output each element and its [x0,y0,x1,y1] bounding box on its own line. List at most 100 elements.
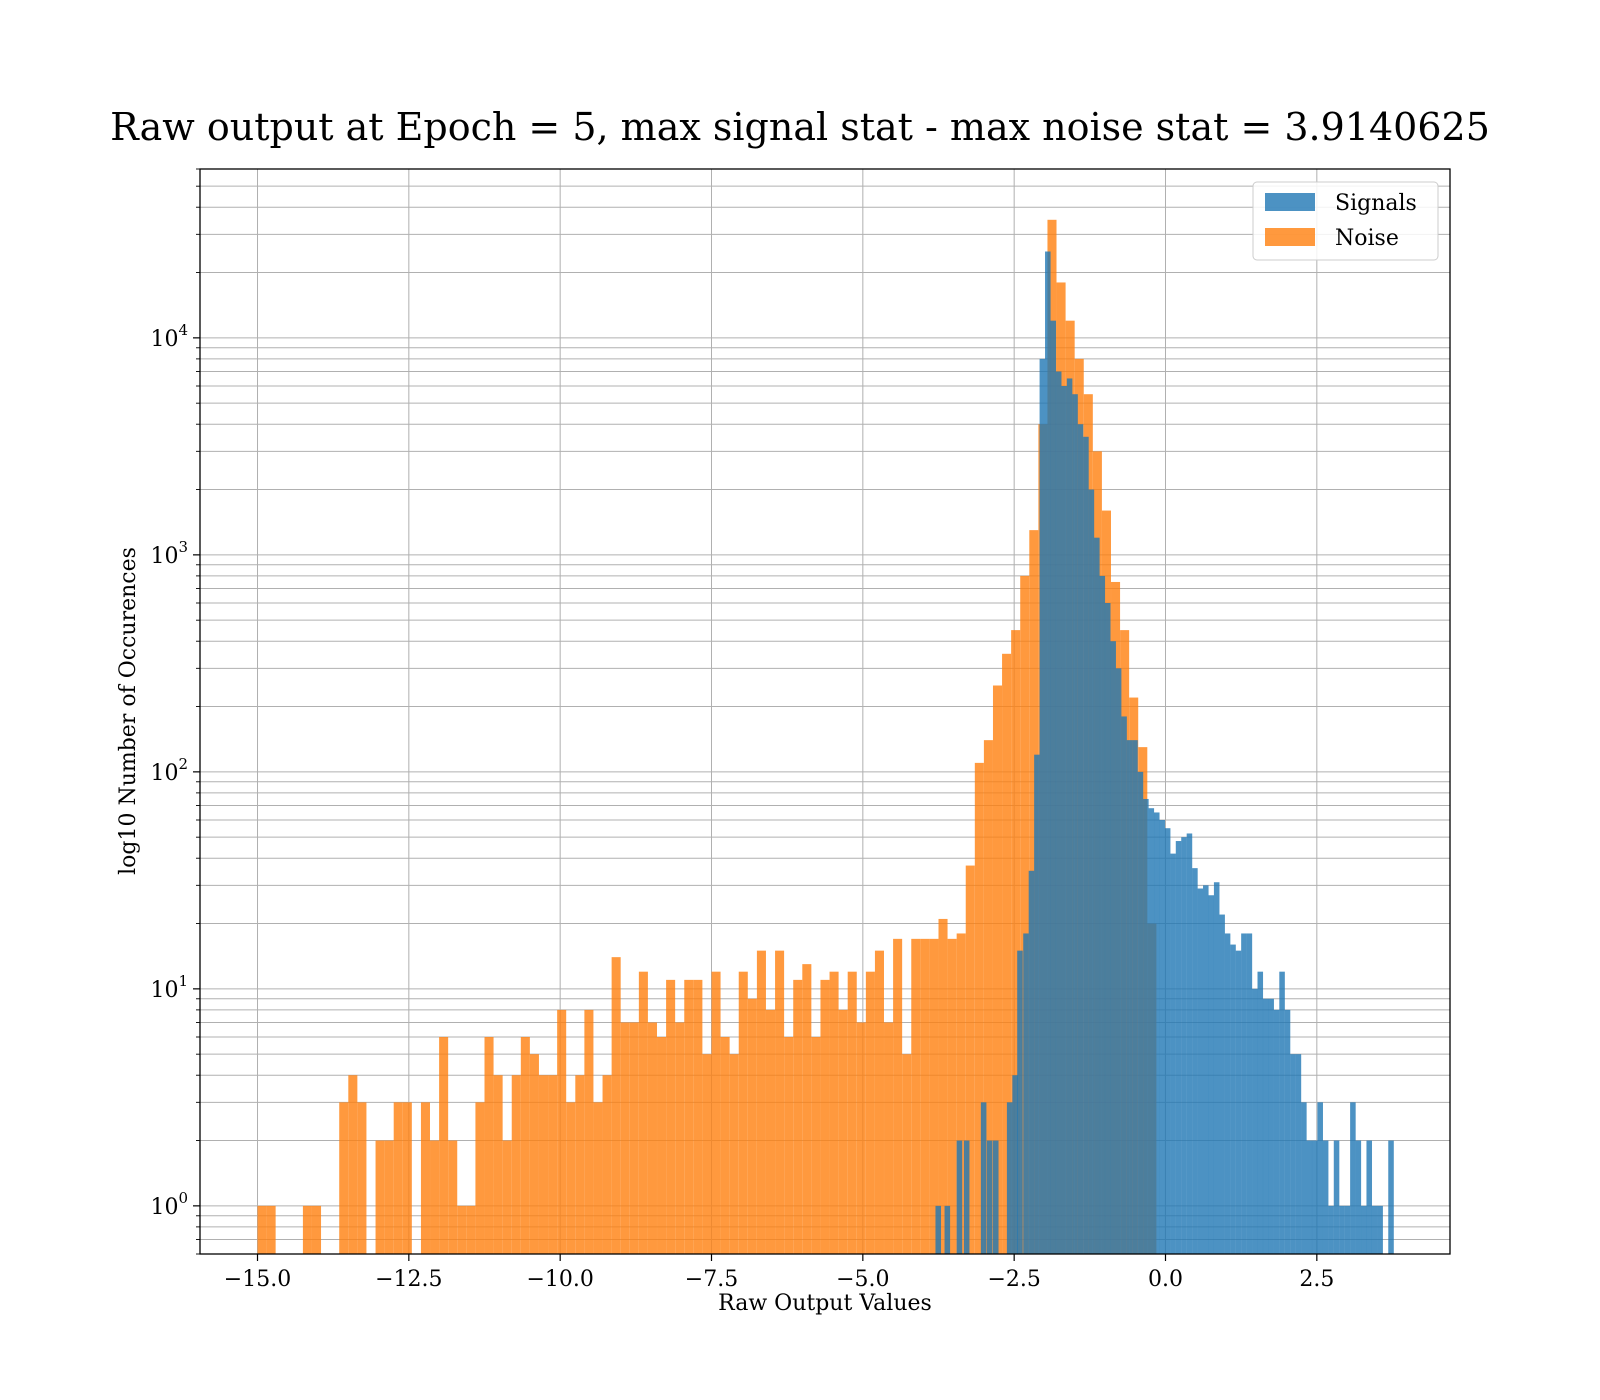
x-tick-label: −12.5 [375,1267,442,1292]
signal-bar [1290,1054,1296,1254]
signal-bar [1333,1140,1340,1254]
signal-bar [1017,950,1023,1254]
signal-bar [1132,740,1138,1254]
signal-bar [1186,833,1193,1254]
signal-bar [1050,320,1057,1254]
noise-bar [393,1102,403,1254]
signal-bar [1246,933,1253,1254]
noise-bar [548,1075,558,1254]
noise-bar [738,971,748,1254]
noise-bar [339,1102,349,1254]
legend-label-signals: Signals [1335,191,1417,216]
signal-bar [1339,1205,1345,1254]
signal-bar [1241,933,1247,1254]
signal-bar [1262,998,1269,1254]
noise-bar [920,938,930,1254]
signal-bar [1028,870,1035,1254]
noise-bar [647,1022,657,1254]
y-axis-label: log10 Number of Occurences [116,547,141,875]
x-tick-label: −5.0 [836,1267,889,1292]
signal-bar [1355,1140,1362,1254]
signal-bar [1284,1009,1291,1254]
signal-bar [1159,820,1165,1254]
noise-bar [602,1075,612,1254]
signal-bar [1224,933,1231,1254]
signal-bar [1039,358,1046,1254]
x-tick-label: −15.0 [224,1267,291,1292]
noise-bar [384,1140,394,1254]
legend-swatch-signals [1265,193,1315,211]
signal-bar [1153,812,1160,1254]
noise-bar [375,1140,385,1254]
signal-bar [1023,933,1029,1254]
y-tick-label: 102 [150,755,188,786]
noise-bar [302,1205,312,1254]
noise-bar [702,1054,712,1254]
signal-bar [1301,1102,1307,1254]
signal-bar [1110,641,1116,1254]
signal-bar [1317,1102,1323,1254]
signal-bar [1006,1102,1013,1254]
legend-swatch-noise [1265,228,1315,246]
noise-bar [538,1075,549,1254]
noise-bar [620,1022,630,1254]
noise-bar [475,1102,485,1254]
signal-bar [1061,386,1067,1254]
noise-bar [856,1022,866,1254]
signal-bar [1377,1205,1383,1254]
signal-bar [1164,828,1171,1254]
signal-bar [1181,837,1187,1254]
noise-bar [629,1022,639,1254]
noise-bar [1002,653,1012,1254]
noise-bar [611,957,621,1254]
signal-bar [1088,489,1095,1255]
noise-bar [1020,575,1030,1254]
signal-bar [1230,944,1236,1254]
noise-bar [938,918,948,1254]
signal-bar [1279,971,1285,1254]
signal-bar [935,1205,942,1254]
signal-bar [1268,998,1274,1254]
signal-bar [1175,841,1182,1254]
noise-bar [357,1102,367,1254]
noise-bar [983,740,993,1254]
noise-bar [865,971,875,1254]
noise-bar [893,938,903,1254]
noise-bar [502,1140,512,1254]
signal-bar [1208,895,1215,1254]
noise-bar [747,998,757,1254]
noise-bar [929,938,939,1254]
noise-bar [974,762,984,1254]
noise-bar [566,1102,576,1254]
noise-bar [992,685,1003,1254]
x-tick-label: −2.5 [987,1267,1040,1292]
x-tick-label: −10.0 [526,1267,593,1292]
signal-bar [1388,1140,1394,1254]
signal-bar [1077,424,1084,1254]
noise-bar [638,971,648,1254]
signal-series-bars [935,251,1394,1255]
noise-bar [947,938,957,1254]
noise-bar [729,1054,739,1254]
signal-bar [1311,1140,1318,1254]
signal-bar [1252,988,1258,1254]
noise-bar [956,933,966,1254]
y-tick-label: 104 [150,321,188,352]
noise-bar [575,1075,585,1254]
noise-bar [493,1075,503,1254]
signal-bar [1235,950,1242,1254]
noise-bar [720,1037,730,1254]
noise-bar [584,1009,594,1254]
signal-bar [1213,882,1220,1254]
signal-bar [1366,1140,1373,1254]
noise-bar [884,1022,894,1254]
plot-area-frame [199,168,1451,1255]
signal-bar [1170,853,1176,1254]
signal-bar [1066,378,1073,1254]
signal-bar [1126,740,1133,1254]
signal-bar [1295,1054,1302,1254]
signal-bar [1306,1140,1313,1254]
noise-bar [511,1075,521,1254]
noise-bar [829,971,839,1254]
